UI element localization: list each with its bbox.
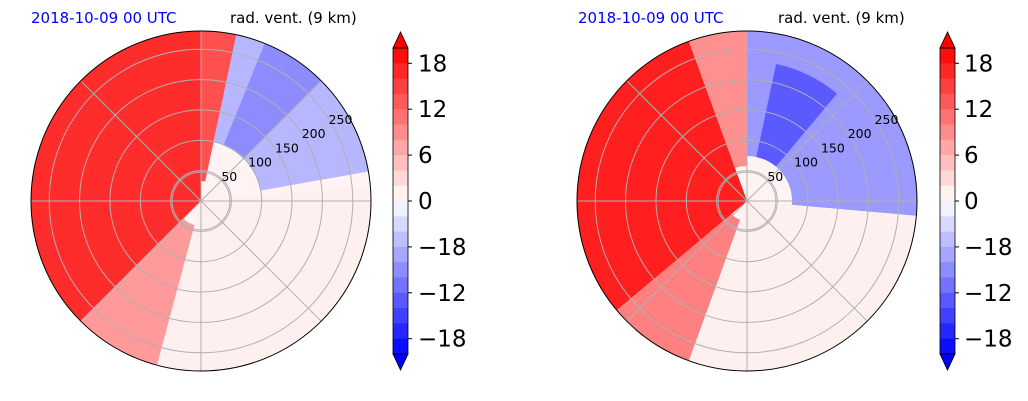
radial-tick-label: 100 bbox=[794, 155, 818, 170]
colorbar-band bbox=[393, 277, 408, 294]
colorbar-band bbox=[940, 277, 955, 294]
colorbar-extend-max bbox=[392, 31, 409, 49]
colorbar-band bbox=[940, 201, 955, 217]
colorbar-band bbox=[940, 63, 955, 80]
azimuth-spoke bbox=[200, 80, 322, 202]
polar-boundary bbox=[576, 30, 918, 372]
radial-tick-label: 100 bbox=[248, 155, 272, 170]
colorbar-tick-label: 12 bbox=[418, 97, 447, 123]
colorbar-band bbox=[940, 246, 955, 263]
colorbar-tick-label: −18 bbox=[418, 327, 467, 353]
colorbar-band bbox=[393, 308, 408, 324]
colorbar-band bbox=[393, 48, 408, 64]
colorbar: 18 12 6 0 −18 −12 −18 bbox=[939, 31, 1013, 371]
colorbar-band bbox=[940, 155, 955, 171]
colorbar-band bbox=[940, 323, 955, 340]
positive-region bbox=[616, 213, 741, 361]
colorbar-tick-label: 12 bbox=[964, 97, 993, 123]
colorbar-tick-label: 18 bbox=[964, 51, 993, 77]
radial-tick-label: 150 bbox=[275, 140, 299, 155]
negative-region bbox=[223, 43, 322, 159]
colorbar-band bbox=[940, 292, 955, 309]
positive-region bbox=[31, 31, 201, 322]
colorbar-tick-label: −12 bbox=[964, 281, 1013, 307]
negative-region bbox=[756, 64, 837, 167]
colorbar-extend-min bbox=[392, 353, 409, 371]
colorbar-band bbox=[940, 48, 955, 64]
colorbar-band bbox=[393, 231, 408, 248]
panel-title-date: 2018-10-09 00 UTC bbox=[31, 9, 177, 27]
radial-tick-label: 200 bbox=[848, 126, 872, 141]
colorbar-band bbox=[940, 231, 955, 248]
panel-title-date: 2018-10-09 00 UTC bbox=[578, 9, 724, 27]
colorbar-band bbox=[940, 185, 955, 202]
polar-grid bbox=[31, 31, 371, 371]
colorbar-tick-label: 0 bbox=[418, 189, 433, 215]
colorbar-band bbox=[393, 262, 408, 278]
azimuth-spoke bbox=[626, 200, 748, 322]
colorbar-band bbox=[393, 170, 408, 187]
colorbar-band bbox=[940, 262, 955, 278]
radial-tick-label: 50 bbox=[221, 169, 237, 184]
colorbar-band bbox=[393, 216, 408, 233]
colorbar-band bbox=[393, 323, 408, 340]
panel-title-field: rad. vent. (9 km) bbox=[230, 9, 357, 27]
colorbar-band bbox=[393, 201, 408, 217]
colorbar-band bbox=[940, 124, 955, 141]
radial-tick-label: 200 bbox=[302, 126, 326, 141]
radial-tick-label: 250 bbox=[329, 112, 353, 127]
azimuth-spoke bbox=[746, 200, 868, 322]
colorbar-band bbox=[393, 292, 408, 309]
colorbar-band bbox=[393, 109, 408, 125]
colorbar-band bbox=[393, 63, 408, 80]
colorbar-tick-label: 6 bbox=[964, 143, 979, 169]
colorbar-tick-label: 6 bbox=[418, 143, 433, 169]
colorbar-band bbox=[393, 78, 408, 95]
panel-title-field: rad. vent. (9 km) bbox=[778, 9, 905, 27]
colorbar-extend-min bbox=[939, 353, 956, 371]
colorbar-band bbox=[940, 170, 955, 187]
colorbar-band bbox=[940, 93, 955, 110]
negative-region bbox=[213, 34, 369, 191]
colorbar-tick-label: −12 bbox=[418, 281, 467, 307]
colorbar-band bbox=[393, 185, 408, 202]
colorbar-band bbox=[393, 139, 408, 156]
colorbar-tick-label: 18 bbox=[418, 51, 447, 77]
colorbar-tick-label: −18 bbox=[964, 235, 1013, 261]
positive-region bbox=[80, 218, 195, 366]
azimuth-spoke bbox=[746, 80, 868, 202]
colorbar-band bbox=[940, 139, 955, 156]
polar-grid bbox=[577, 31, 917, 371]
colorbar-tick-label: 0 bbox=[964, 189, 979, 215]
azimuth-spoke bbox=[80, 200, 202, 322]
colorbar-band bbox=[940, 338, 955, 355]
positive-region bbox=[577, 41, 747, 311]
colorbar-tick-label: −18 bbox=[964, 327, 1013, 353]
colorbar-band bbox=[940, 308, 955, 324]
colorbar-extend-max bbox=[939, 31, 956, 49]
colorbar-band bbox=[940, 216, 955, 233]
colorbar-band bbox=[393, 124, 408, 141]
polar-panel-2: 2018-10-09 00 UTC rad. vent. (9 km)501001… bbox=[576, 9, 1013, 372]
colorbar-band bbox=[393, 155, 408, 171]
colorbar-band bbox=[940, 78, 955, 95]
polar-boundary bbox=[30, 30, 372, 372]
azimuth-spoke bbox=[80, 80, 202, 202]
colorbar-band bbox=[393, 246, 408, 263]
colorbar-band bbox=[940, 109, 955, 125]
polar-panel-1: 2018-10-09 00 UTC rad. vent. (9 km)501001… bbox=[30, 9, 467, 372]
colorbar-tick-label: −18 bbox=[418, 235, 467, 261]
positive-region bbox=[201, 31, 237, 182]
azimuth-spoke bbox=[200, 200, 322, 322]
azimuth-spoke bbox=[626, 80, 748, 202]
colorbar-band bbox=[393, 93, 408, 110]
radial-tick-label: 50 bbox=[767, 169, 783, 184]
radial-tick-label: 150 bbox=[821, 140, 845, 155]
radial-tick-label: 250 bbox=[875, 112, 899, 127]
colorbar: 18 12 6 0 −18 −12 −18 bbox=[392, 31, 467, 371]
colorbar-band bbox=[393, 338, 408, 355]
positive-region bbox=[688, 31, 747, 169]
near-zero-region bbox=[688, 201, 917, 371]
